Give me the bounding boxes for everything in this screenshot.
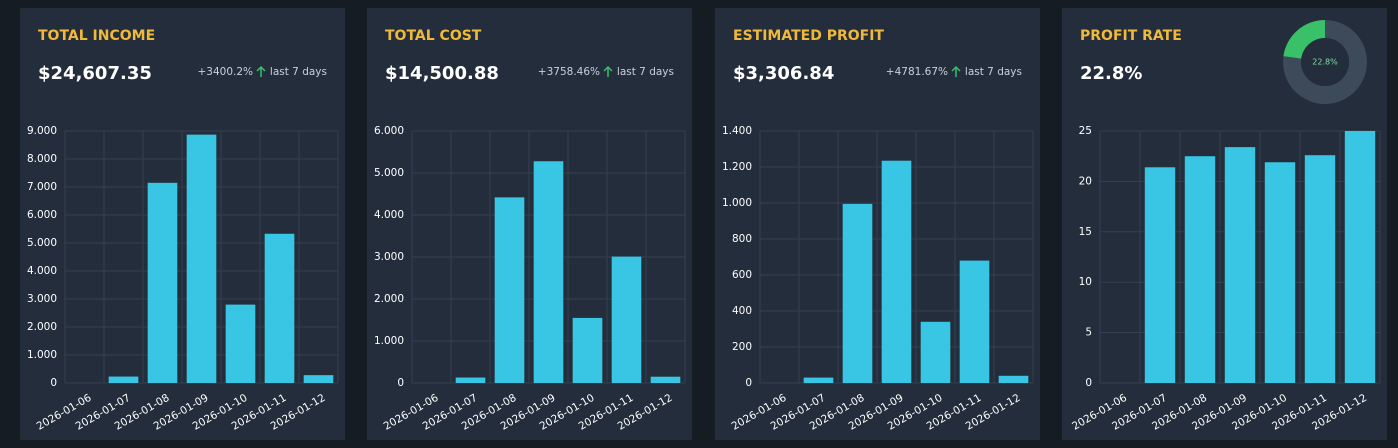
bar <box>1224 147 1256 383</box>
y-tick-label: 15 <box>1079 226 1092 238</box>
headline: 22.8% <box>1080 63 1142 84</box>
y-tick-label: 4.000 <box>27 265 57 277</box>
bar <box>1144 167 1176 383</box>
panel-title: TOTAL COST <box>385 28 482 44</box>
panel: ESTIMATED PROFIT $3,306.84 last 7 days +478… <box>715 8 1040 440</box>
y-tick-label: 1.000 <box>722 197 752 209</box>
y-tick-label: 1.000 <box>27 349 57 361</box>
y-tick-label: 400 <box>732 305 752 317</box>
y-tick-label: 10 <box>1079 276 1092 288</box>
change: +3758.46% <box>538 66 600 78</box>
panel: TOTAL COST $14,500.88 last 7 days +3758.46%… <box>367 8 692 440</box>
bar <box>108 376 139 383</box>
period: last 7 days <box>617 66 674 78</box>
y-tick-label: 5.000 <box>27 237 57 249</box>
y-tick-label: 0 <box>745 377 752 389</box>
y-tick-label: 800 <box>732 233 752 245</box>
y-tick-label: 5 <box>1085 327 1092 339</box>
bar <box>959 260 990 383</box>
y-tick-label: 3.000 <box>374 251 404 263</box>
y-tick-label: 5.000 <box>374 167 404 179</box>
y-tick-label: 2.000 <box>27 321 57 333</box>
y-tick-label: 600 <box>732 269 752 281</box>
bar <box>650 376 681 383</box>
y-tick-label: 4.000 <box>374 209 404 221</box>
bar <box>920 321 951 383</box>
up-arrow <box>951 65 961 77</box>
headline: $14,500.88 <box>385 63 499 84</box>
bar <box>881 160 912 383</box>
panel-title: TOTAL INCOME <box>38 28 155 44</box>
bar <box>533 161 564 383</box>
y-tick-label: 6.000 <box>374 125 404 137</box>
headline: $24,607.35 <box>38 63 152 84</box>
bar <box>572 317 603 383</box>
bar <box>1304 155 1336 383</box>
panel: TOTAL INCOME $24,607.35 last 7 days +3400.2… <box>20 8 345 440</box>
y-tick-label: 8.000 <box>27 153 57 165</box>
up-arrow <box>603 65 613 77</box>
y-tick-label: 9.000 <box>27 125 57 137</box>
bar <box>803 377 834 383</box>
bar <box>225 304 256 383</box>
bar <box>842 203 873 383</box>
donut-label: 22.8% <box>1312 58 1338 67</box>
bar <box>147 182 178 383</box>
bar <box>494 197 525 383</box>
donut-slice <box>1283 20 1367 104</box>
donut-center <box>1301 38 1349 86</box>
bar <box>1264 162 1296 383</box>
bar <box>1184 156 1216 383</box>
y-tick-label: 0 <box>1085 377 1092 389</box>
y-tick-label: 20 <box>1079 175 1092 187</box>
donut-slice <box>1283 20 1325 59</box>
y-tick-label: 1.200 <box>722 161 752 173</box>
bar <box>455 377 486 383</box>
up-arrow <box>256 65 266 77</box>
y-tick-label: 6.000 <box>27 209 57 221</box>
period: last 7 days <box>270 66 327 78</box>
bar <box>303 375 334 383</box>
panel-title: PROFIT RATE <box>1080 28 1182 44</box>
y-tick-label: 1.000 <box>374 335 404 347</box>
bar <box>611 256 642 383</box>
bar <box>998 375 1029 383</box>
y-tick-label: 2.000 <box>374 293 404 305</box>
y-tick-label: 3.000 <box>27 293 57 305</box>
bar <box>1344 131 1376 383</box>
panel-title: ESTIMATED PROFIT <box>733 28 884 44</box>
bar <box>264 233 295 383</box>
change: +4781.67% <box>886 66 948 78</box>
y-tick-label: 7.000 <box>27 181 57 193</box>
y-tick-label: 1.400 <box>722 125 752 137</box>
y-tick-label: 0 <box>397 377 404 389</box>
y-tick-label: 25 <box>1079 125 1092 137</box>
change: +3400.2% <box>197 66 253 78</box>
headline: $3,306.84 <box>733 63 834 84</box>
y-tick-label: 0 <box>50 377 57 389</box>
y-tick-label: 200 <box>732 341 752 353</box>
bar <box>186 134 217 383</box>
period: last 7 days <box>965 66 1022 78</box>
